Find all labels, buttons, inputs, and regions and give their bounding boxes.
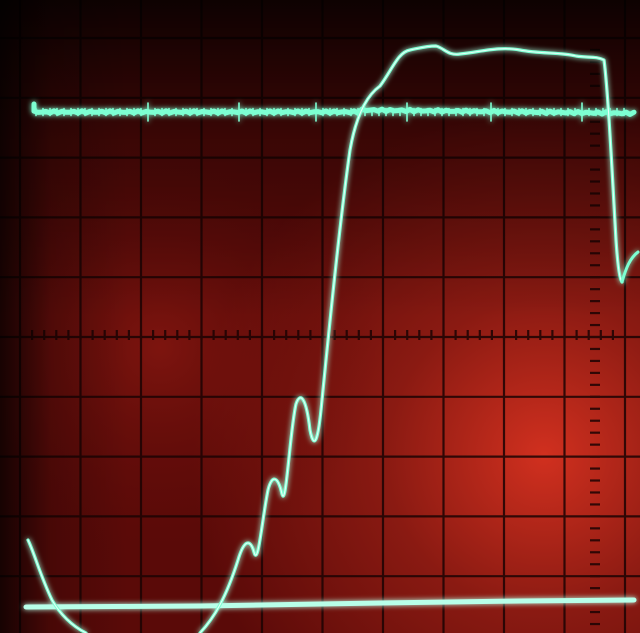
trailing-return-trace xyxy=(620,250,640,284)
lower-baseline-trace xyxy=(23,597,637,610)
step-response-trace-core xyxy=(27,45,623,633)
upper-reference-ticks xyxy=(35,102,625,122)
